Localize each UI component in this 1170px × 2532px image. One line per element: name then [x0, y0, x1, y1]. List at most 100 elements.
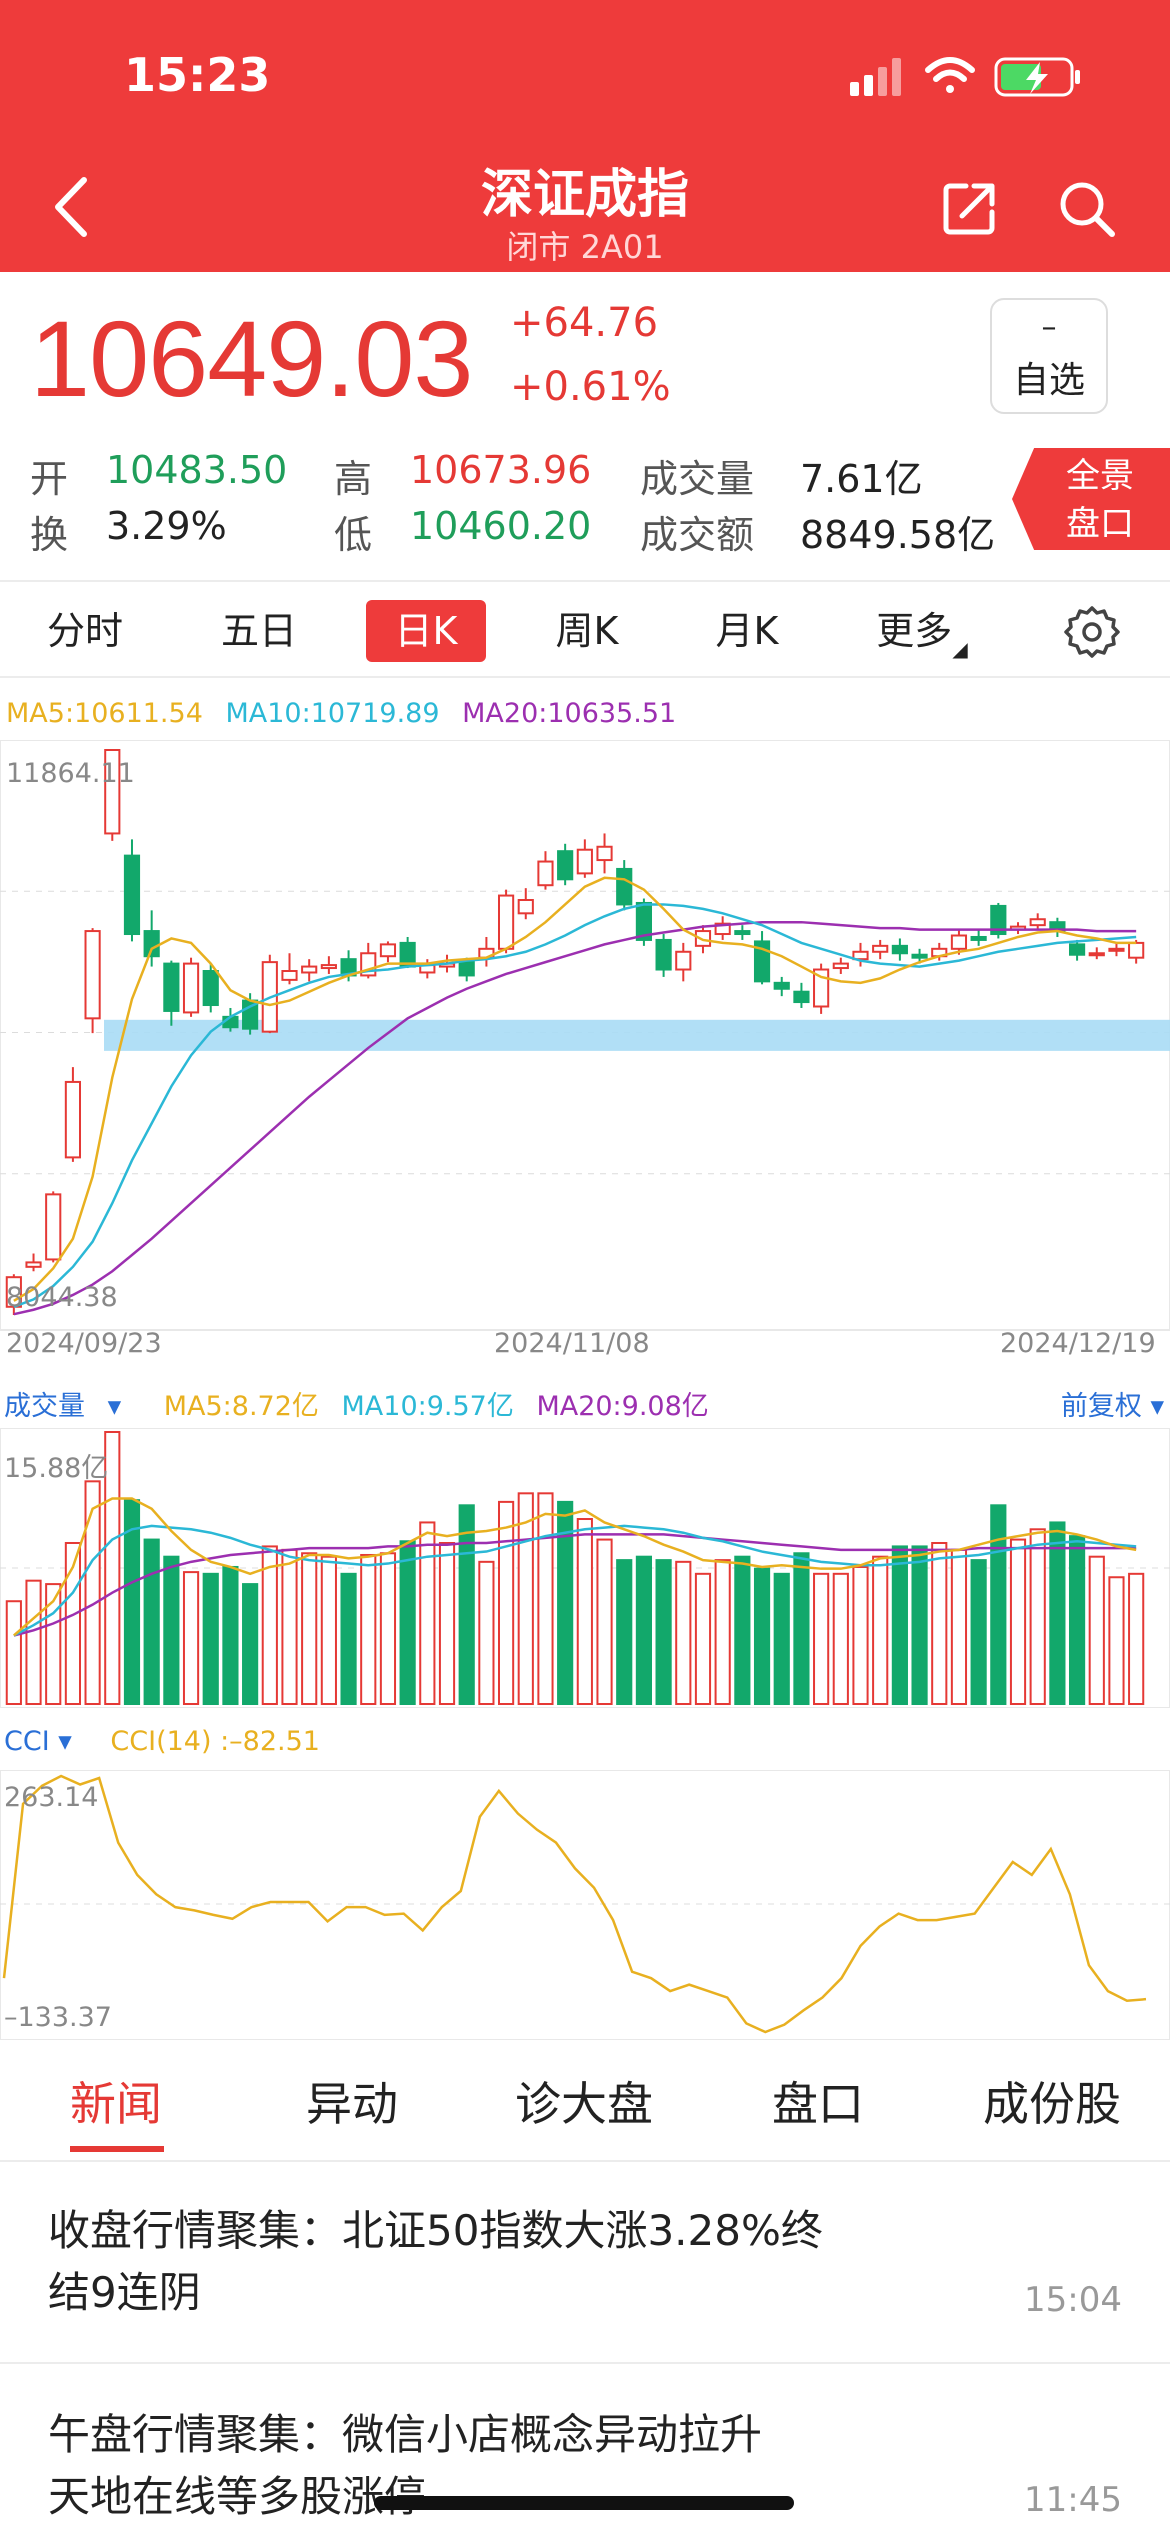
- tab-diagnosis[interactable]: 诊大盘: [515, 2077, 653, 2131]
- volume-bar: [1128, 1572, 1145, 1705]
- volume-bar: [872, 1555, 889, 1705]
- share-icon[interactable]: [940, 178, 1000, 238]
- cci-axis-min: –133.37: [4, 2002, 112, 2033]
- candle-body: [990, 904, 1007, 936]
- market-status: 闭市 2A01: [506, 228, 664, 266]
- vol-ma20-label: MA20:9.08亿: [536, 1391, 709, 1422]
- add-watchlist-button[interactable]: – 自选: [990, 298, 1108, 414]
- volume-bar: [320, 1555, 337, 1705]
- candle-body: [714, 922, 731, 936]
- panorama-line1: 全景: [1066, 456, 1134, 496]
- candle-body: [537, 860, 554, 887]
- wifi-icon: [925, 57, 975, 93]
- volume-bar: [438, 1541, 456, 1705]
- adjust-select[interactable]: 前复权 ▾: [1060, 1391, 1164, 1422]
- candle-body: [45, 1193, 62, 1261]
- more-caret-icon: ◢: [952, 637, 968, 661]
- candle-body: [143, 930, 160, 958]
- price-change: +64.76: [510, 300, 659, 346]
- tab-weekly-k[interactable]: 周K: [555, 609, 619, 653]
- volume-value: 7.61亿: [800, 457, 923, 501]
- candle-body: [517, 899, 534, 915]
- volume-bar: [202, 1572, 219, 1705]
- candle-body: [694, 930, 712, 947]
- vol-ma5-label: MA5:8.72亿: [163, 1391, 319, 1422]
- candle-body: [84, 930, 101, 1020]
- volume-bar: [753, 1567, 771, 1705]
- candle-body: [123, 854, 141, 936]
- tab-intraday[interactable]: 分时: [46, 609, 123, 653]
- volume-bar: [773, 1572, 790, 1705]
- chart-frame: [0, 1770, 1170, 2040]
- panorama-button[interactable]: 全景 盘口: [1012, 448, 1170, 550]
- news-time: 11:45: [1024, 2480, 1122, 2520]
- high-value: 10673.96: [410, 448, 592, 492]
- search-icon[interactable]: [1056, 178, 1118, 240]
- candle-body: [596, 845, 613, 862]
- price-axis-min: 8044.38: [6, 1282, 118, 1313]
- candle-body: [182, 962, 200, 1014]
- status-time: 15:23: [124, 48, 271, 102]
- candle-body: [202, 970, 219, 1007]
- candle-body: [1088, 952, 1105, 957]
- candle-body: [1068, 943, 1086, 956]
- candle-body: [911, 953, 928, 959]
- price-axis-max: 11864.11: [6, 758, 135, 789]
- candle-body: [163, 962, 180, 1012]
- divider: [0, 676, 1170, 678]
- open-value: 10483.50: [106, 448, 288, 492]
- ma10-label: MA10:10719.89: [225, 698, 440, 729]
- tab-five-day[interactable]: 五日: [220, 609, 297, 653]
- support-band: [104, 1019, 1170, 1051]
- tab-more[interactable]: 更多◢: [862, 600, 982, 662]
- volume-chart[interactable]: [0, 1428, 1170, 1708]
- tab-monthly-k[interactable]: 月K: [715, 609, 779, 653]
- volume-bar: [222, 1565, 239, 1705]
- volume-indicator-select[interactable]: 成交量 ▾: [4, 1391, 122, 1422]
- candle-body: [635, 901, 653, 941]
- volume-bar: [84, 1480, 101, 1706]
- volume-bar: [813, 1572, 830, 1705]
- candle-body: [576, 848, 593, 875]
- tab-movement[interactable]: 异动: [306, 2077, 398, 2131]
- candle-body: [950, 934, 968, 950]
- cci-legend: CCI ▾ CCI(14) :–82.51: [4, 1726, 320, 1757]
- vol-ma10-label: MA10:9.57亿: [341, 1391, 514, 1422]
- volume-bar: [911, 1545, 928, 1705]
- news-title-line1: 收盘行情聚集：北证50指数大涨3.28%终: [48, 2206, 823, 2255]
- cci-chart[interactable]: [0, 1770, 1170, 2040]
- panorama-line2: 盘口: [1066, 504, 1134, 544]
- candle-body: [557, 850, 574, 881]
- candle-body: [675, 950, 692, 971]
- candlestick-chart[interactable]: [0, 740, 1170, 1340]
- volume-bar: [1049, 1521, 1066, 1705]
- ma5-label: MA5:10611.54: [6, 698, 203, 729]
- volume-bar: [1068, 1535, 1086, 1706]
- cci-indicator-select[interactable]: CCI ▾: [4, 1726, 72, 1757]
- volume-bar: [931, 1541, 948, 1705]
- volume-bar: [557, 1500, 574, 1706]
- volume-bar: [852, 1565, 869, 1705]
- volume-bar: [1009, 1538, 1027, 1705]
- volume-bar: [182, 1571, 200, 1705]
- volume-bar: [163, 1555, 180, 1705]
- volume-bar: [734, 1555, 751, 1705]
- candle-body: [25, 1261, 42, 1268]
- volume-bar: [576, 1518, 593, 1706]
- tab-daily-k[interactable]: 日K: [366, 600, 486, 662]
- volume-bar: [5, 1600, 22, 1705]
- volume-bar: [694, 1572, 712, 1705]
- volume-bar: [793, 1552, 810, 1706]
- candle-body: [1128, 941, 1145, 959]
- low-label: 低: [334, 513, 373, 557]
- back-button[interactable]: [44, 172, 104, 242]
- gear-icon[interactable]: [1064, 604, 1120, 660]
- tab-order-book[interactable]: 盘口: [772, 2077, 864, 2131]
- tab-constituents[interactable]: 成份股: [983, 2077, 1121, 2131]
- candle-body: [497, 894, 515, 950]
- candle-body: [320, 964, 337, 970]
- candle-body: [1029, 918, 1046, 927]
- volume-bar: [458, 1504, 475, 1705]
- news-time: 15:04: [1024, 2280, 1122, 2320]
- tab-news[interactable]: 新闻: [70, 2077, 162, 2131]
